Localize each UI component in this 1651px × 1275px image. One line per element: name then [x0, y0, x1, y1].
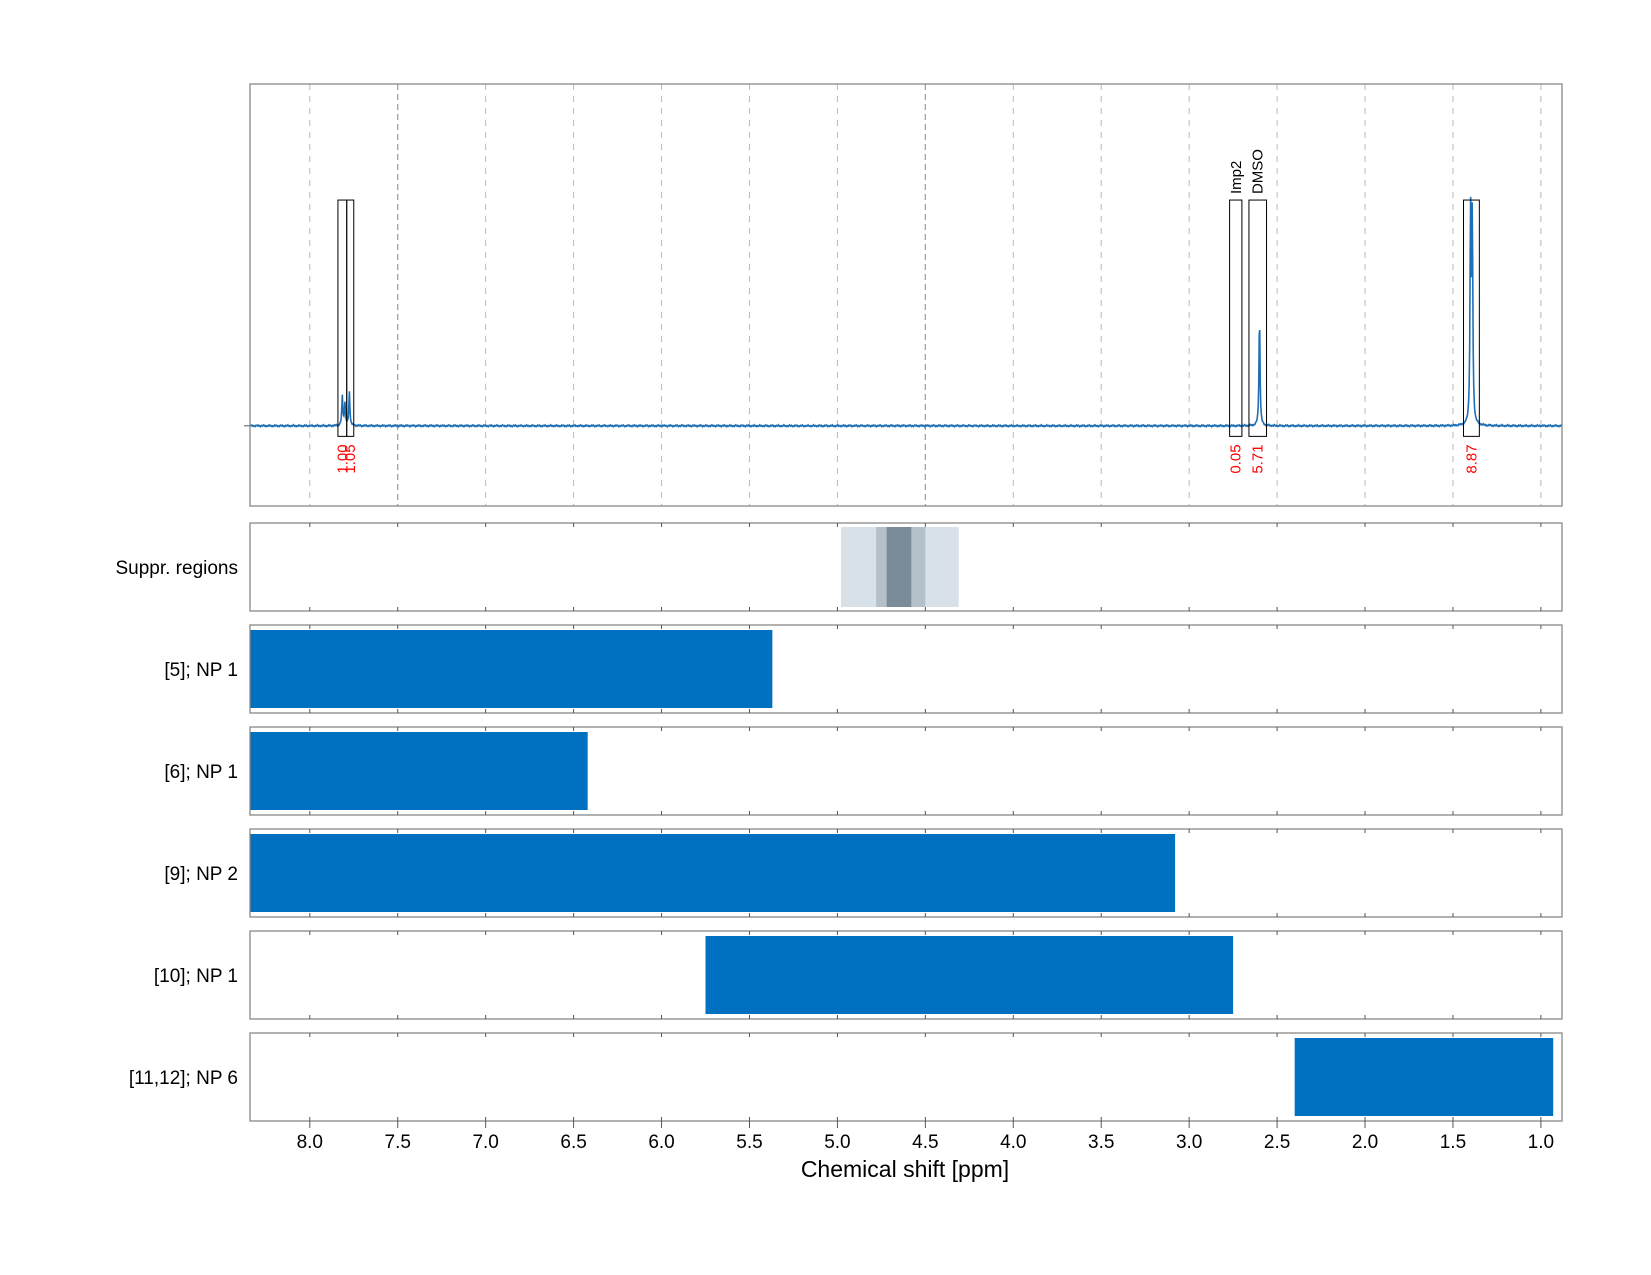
row-label: [5]; NP 1 — [164, 660, 238, 681]
row-label: Suppr. regions — [115, 558, 238, 579]
peak-annotation: DMSO — [1250, 149, 1267, 194]
range-bar — [250, 834, 1176, 912]
row-label: [9]; NP 2 — [164, 864, 238, 885]
x-tick-label: 4.5 — [912, 1132, 938, 1153]
spectrum-panel: 1.001.05 0.05 Imp2 5.71 DMSO 8.87 — [244, 83, 1563, 507]
row-frame — [249, 726, 1563, 816]
row-frame — [249, 1032, 1563, 1122]
x-tick-label: 1.0 — [1528, 1132, 1554, 1153]
x-tick-label: 2.5 — [1264, 1132, 1290, 1153]
x-axis: Chemical shift [ppm] 8.0 7.5 7.0 6.5 6.0 5.5 5… — [297, 1121, 1554, 1182]
peak-annotation: Imp2 — [1228, 161, 1245, 194]
integral-label: 1.05 — [342, 444, 359, 473]
x-tick-label: 3.5 — [1088, 1132, 1114, 1153]
row-label: [6]; NP 1 — [164, 762, 238, 783]
range-bar — [250, 732, 588, 810]
integral-label: 0.05 — [1228, 444, 1245, 473]
range-bar — [705, 936, 1234, 1014]
row-label: [10]; NP 1 — [154, 966, 238, 987]
row-frame — [249, 624, 1563, 714]
x-tick-label: 7.0 — [472, 1132, 498, 1153]
suppression-band — [886, 527, 912, 607]
x-tick-label: 1.5 — [1440, 1132, 1466, 1153]
x-tick-label: 5.5 — [736, 1132, 762, 1153]
x-tick-label: 6.5 — [560, 1132, 586, 1153]
peak-region-box — [346, 199, 355, 437]
peak-region-box — [1463, 199, 1480, 437]
peak-region-box — [1229, 199, 1243, 437]
x-tick-label: 8.0 — [297, 1132, 323, 1153]
range-bar-panels: Suppr. regions [5]; NP 1 [6]; NP 1 [9]; NP … — [115, 522, 1563, 1122]
x-tick-label: 2.0 — [1352, 1132, 1378, 1153]
spectrum-frame — [249, 83, 1563, 507]
x-tick-label: 4.0 — [1000, 1132, 1026, 1153]
row-label: [11,12]; NP 6 — [129, 1068, 238, 1089]
spectrum-trace — [249, 196, 1563, 429]
range-bar — [1294, 1038, 1554, 1116]
peak-region-box — [1248, 199, 1268, 437]
row-frame — [249, 828, 1563, 918]
x-tick-label: 3.0 — [1176, 1132, 1202, 1153]
x-tick-label: 7.5 — [385, 1132, 411, 1153]
integral-label: 1.00 — [334, 444, 351, 473]
row-frame — [249, 522, 1563, 612]
x-axis-title: Chemical shift [ppm] — [801, 1156, 1009, 1182]
integral-label: 8.87 — [1463, 444, 1480, 473]
x-tick-label: 5.0 — [824, 1132, 850, 1153]
integral-label: 5.71 — [1250, 444, 1267, 473]
range-bar — [250, 630, 773, 708]
x-tick-label: 6.0 — [648, 1132, 674, 1153]
row-frame — [249, 930, 1563, 1020]
